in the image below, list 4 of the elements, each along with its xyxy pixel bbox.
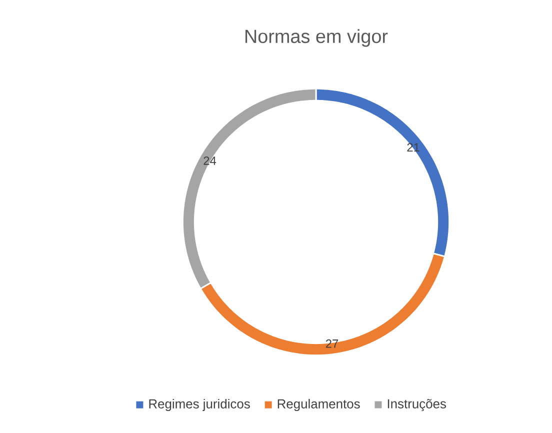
chart-title: Normas em vigor [246, 29, 388, 47]
legend-label: Regulamentos [278, 398, 360, 412]
legend-label: Regimes juridicos [149, 398, 250, 412]
legend-label: Instruções [388, 398, 446, 412]
